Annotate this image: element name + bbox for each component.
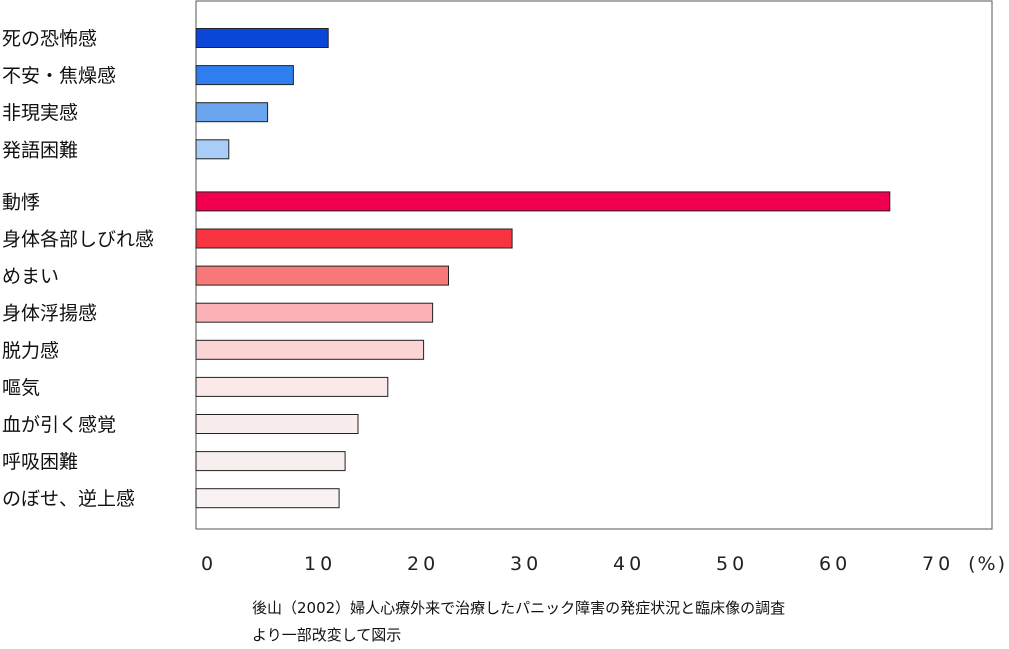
category-label: 動悸	[2, 191, 40, 213]
category-label: 脱力感	[2, 340, 59, 362]
bar	[195, 414, 359, 434]
x-tick-label: 50	[716, 553, 748, 575]
bar	[195, 302, 434, 323]
category-label: のぼせ、逆上感	[2, 488, 135, 510]
chart: 死の恐怖感不安・焦燥感非現実感発語困難動悸身体各部しびれ感めまい身体浮揚感脱力感…	[2, 0, 1007, 575]
category-label: 身体浮揚感	[2, 303, 97, 325]
caption-line-2: より一部改変して図示	[252, 626, 402, 644]
bar	[195, 228, 513, 249]
category-labels: 死の恐怖感不安・焦燥感非現実感発語困難動悸身体各部しびれ感めまい身体浮揚感脱力感…	[2, 28, 154, 510]
x-tick-label: 10	[304, 553, 336, 575]
bar	[195, 102, 269, 123]
unit-label: (%)	[968, 553, 1007, 575]
plot-frame	[195, 0, 993, 530]
bar	[195, 451, 346, 472]
category-label: 不安・焦燥感	[2, 65, 116, 87]
bar	[195, 191, 891, 212]
category-label: 血が引く感覚	[2, 414, 116, 436]
x-tick-label: 40	[613, 553, 645, 575]
category-label: めまい	[2, 266, 59, 288]
x-tick-label: 30	[510, 553, 542, 575]
bar	[195, 488, 340, 509]
bar	[195, 376, 389, 397]
category-label: 非現実感	[2, 102, 78, 124]
category-label: 呼吸困難	[2, 451, 78, 473]
x-tick-label: 60	[819, 553, 851, 575]
caption-line-1: 後山（2002）婦人心療外来で治療したパニック障害の発症状況と臨床像の調査	[252, 599, 786, 617]
category-label: 発語困難	[2, 139, 78, 161]
x-tick-label: 20	[407, 553, 439, 575]
category-label: 死の恐怖感	[2, 28, 97, 50]
bar	[195, 139, 230, 160]
category-label: 身体各部しびれ感	[2, 229, 154, 251]
bar	[195, 65, 294, 86]
bar	[195, 265, 449, 286]
x-tick-labels: 0 10 20 30 40 50 60 70	[201, 553, 954, 575]
bar	[195, 28, 329, 48]
bar	[195, 339, 425, 360]
bars-layer	[195, 28, 891, 509]
x-tick-label: 70	[922, 553, 954, 575]
category-label: 嘔気	[2, 377, 40, 399]
x-tick-label: 0	[201, 553, 217, 575]
